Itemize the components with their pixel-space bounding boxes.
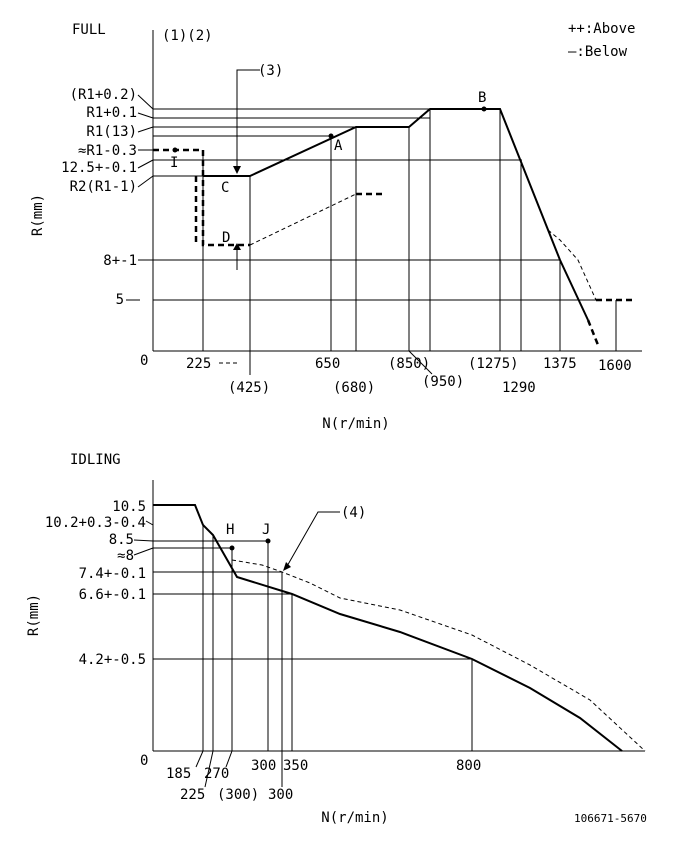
idling-y-label: 7.4+-0.1 <box>79 566 146 582</box>
full-y-label: 12.5+-0.1 <box>61 160 137 176</box>
idling-x-label: 300 <box>251 758 276 774</box>
idling-origin-label: 0 <box>140 753 148 769</box>
idling-y-label: 6.6+-0.1 <box>79 587 146 603</box>
point-a-marker <box>328 133 334 139</box>
idling-y-axis-label: R(mm) <box>26 594 42 636</box>
full-y-label: 8+-1 <box>103 253 137 269</box>
idling-curve-below <box>153 504 623 752</box>
full-x-label: (950) <box>422 374 464 390</box>
full-leader <box>137 94 154 110</box>
ref3-label: (3) <box>258 63 283 79</box>
full-x-label: 650 <box>315 356 340 372</box>
idling-title: IDLING <box>70 452 121 468</box>
point-j-label: J <box>262 522 270 538</box>
ref3-arrow-icon <box>233 243 241 250</box>
idling-y-label: 10.2+0.3-0.4 <box>45 515 146 531</box>
point-i-label: I <box>170 155 178 171</box>
full-leader <box>137 175 154 188</box>
full-curve-below <box>203 108 589 321</box>
document-id: 106671-5670 <box>574 812 647 825</box>
full-notes: (1)(2) <box>162 28 213 44</box>
legend-below: —:Below <box>568 44 628 60</box>
full-x-label: (680) <box>333 380 375 396</box>
idling-y-label: ≈8 <box>117 548 134 564</box>
full-curve-below-tail <box>586 319 600 346</box>
point-c-label: C <box>221 180 229 196</box>
idling-x-axis-label: N(r/min) <box>321 810 388 826</box>
full-title: FULL <box>72 22 106 38</box>
full-x-label: 1290 <box>502 380 536 396</box>
idling-curve-above <box>231 559 646 752</box>
full-y-label: R1(13) <box>86 124 137 140</box>
point-h-marker <box>229 545 235 551</box>
point-j-marker <box>265 538 271 544</box>
ref4-label: (4) <box>341 505 366 521</box>
full-curve-lower <box>249 193 357 246</box>
point-d-label: D <box>222 230 230 246</box>
ref3-arrow-icon <box>233 166 241 174</box>
point-i-marker <box>172 147 178 153</box>
point-h-label: H <box>226 522 234 538</box>
idling-leader <box>204 750 214 788</box>
idling-leader <box>133 547 154 556</box>
full-y-label: ≈R1-0.3 <box>78 143 137 159</box>
idling-x-label: 270 <box>204 766 229 782</box>
idling-leader <box>195 750 204 768</box>
idling-x-label: 185 <box>166 766 191 782</box>
full-chart: FULL (1)(2) ++:Above —:Below R(mm) N(r/m… <box>30 21 642 432</box>
idling-chart: IDLING R(mm) N(r/min) 0 10.5 10.2+0.3-0.… <box>26 452 646 826</box>
full-y-label: 5 <box>116 292 124 308</box>
full-x-label: (425) <box>228 380 270 396</box>
idling-leader <box>145 520 154 526</box>
idling-x-label: 300 <box>268 787 293 803</box>
full-x-label: 1375 <box>543 356 577 372</box>
full-origin-label: 0 <box>140 353 148 369</box>
full-x-label: 1600 <box>598 358 632 374</box>
idling-x-label: 800 <box>456 758 481 774</box>
point-b-marker <box>481 106 487 112</box>
full-x-label: (1275) <box>468 356 519 372</box>
ref4-leader <box>285 511 340 569</box>
full-x-axis-label: N(r/min) <box>322 416 389 432</box>
idling-x-label: 350 <box>283 758 308 774</box>
idling-leader <box>133 539 154 542</box>
full-leader <box>137 112 154 119</box>
full-x-label: (850) <box>388 356 430 372</box>
full-curve-above <box>547 229 597 301</box>
idling-x-label: (300) <box>217 787 259 803</box>
full-y-label: (R1+0.2) <box>70 87 137 103</box>
idling-y-label: 8.5 <box>109 532 134 548</box>
full-y-label: R2(R1-1) <box>70 179 137 195</box>
full-leader <box>137 126 154 133</box>
idling-x-label: 225 <box>180 787 205 803</box>
full-y-label: R1+0.1 <box>86 105 137 121</box>
full-leader <box>137 159 154 169</box>
idling-leader <box>225 750 233 768</box>
ref4-arrow-icon <box>283 562 291 571</box>
full-leader <box>408 350 433 375</box>
ref3-leader <box>236 69 260 170</box>
point-a-label: A <box>334 138 343 154</box>
idling-y-label: 10.5 <box>112 499 146 515</box>
point-b-label: B <box>478 90 486 106</box>
full-tolerance-box <box>153 148 250 247</box>
legend-above: ++:Above <box>568 21 635 37</box>
full-x-label: 225 <box>186 356 211 372</box>
idling-y-label: 4.2+-0.5 <box>79 652 146 668</box>
full-y-axis-label: R(mm) <box>30 194 46 236</box>
